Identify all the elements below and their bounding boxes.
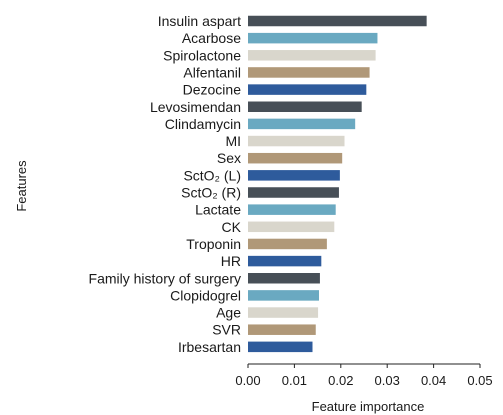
bar-10 [248, 187, 339, 198]
category-label-12: CK [222, 219, 242, 235]
category-label-15: Family history of surgery [89, 270, 241, 286]
bar-19 [248, 341, 313, 353]
bar-5 [248, 101, 362, 112]
bar-3 [248, 67, 370, 78]
category-label-10: SctO₂ (R) [181, 185, 241, 201]
x-axis-title: Feature importance [312, 399, 425, 414]
category-label-14: HR [221, 253, 241, 269]
category-label-7: MI [225, 133, 241, 149]
category-label-5: Levosimendan [150, 99, 241, 115]
x-tick-label-2: 0.02 [328, 373, 353, 388]
category-label-3: Alfentanil [183, 64, 241, 80]
bar-17 [248, 307, 319, 318]
category-label-19: Irbesartan [178, 339, 241, 355]
x-ticks-group: 0.00 0.01 0.02 0.03 0.04 0.05 [235, 364, 493, 388]
bar-14 [248, 255, 322, 267]
category-label-17: Age [216, 305, 241, 321]
bar-7 [248, 135, 345, 147]
category-label-4: Dezocine [183, 82, 242, 98]
bar-1 [248, 32, 378, 44]
bar-8 [248, 152, 343, 164]
bar-16 [248, 290, 319, 301]
bar-0 [248, 15, 427, 27]
category-labels-group: Insulin aspartAcarboseSpirolactoneAlfent… [89, 13, 242, 355]
category-label-9: SctO₂ (L) [183, 167, 241, 183]
bar-18 [248, 324, 316, 335]
bar-2 [248, 50, 376, 61]
x-tick-label-1: 0.01 [282, 373, 307, 388]
bar-4 [248, 84, 367, 95]
category-label-18: SVR [212, 322, 241, 338]
category-label-11: Lactate [195, 202, 241, 218]
bar-6 [248, 118, 356, 130]
bar-12 [248, 221, 335, 233]
category-label-6: Clindamycin [165, 116, 241, 132]
category-label-1: Acarbose [182, 30, 241, 46]
x-tick-label-3: 0.03 [375, 373, 400, 388]
y-axis-title: Features [14, 160, 29, 212]
category-label-16: Clopidogrel [170, 287, 241, 303]
bars-group [248, 15, 427, 353]
x-tick-label-4: 0.04 [421, 373, 446, 388]
category-label-8: Sex [217, 150, 241, 166]
bar-13 [248, 238, 327, 250]
bar-11 [248, 204, 336, 215]
x-tick-label-5: 0.05 [467, 373, 492, 388]
bar-9 [248, 170, 340, 181]
bar-15 [248, 273, 320, 284]
category-label-13: Troponin [186, 236, 241, 252]
category-label-0: Insulin aspart [158, 13, 241, 29]
category-label-2: Spirolactone [163, 47, 241, 63]
x-tick-label-0: 0.00 [235, 373, 260, 388]
